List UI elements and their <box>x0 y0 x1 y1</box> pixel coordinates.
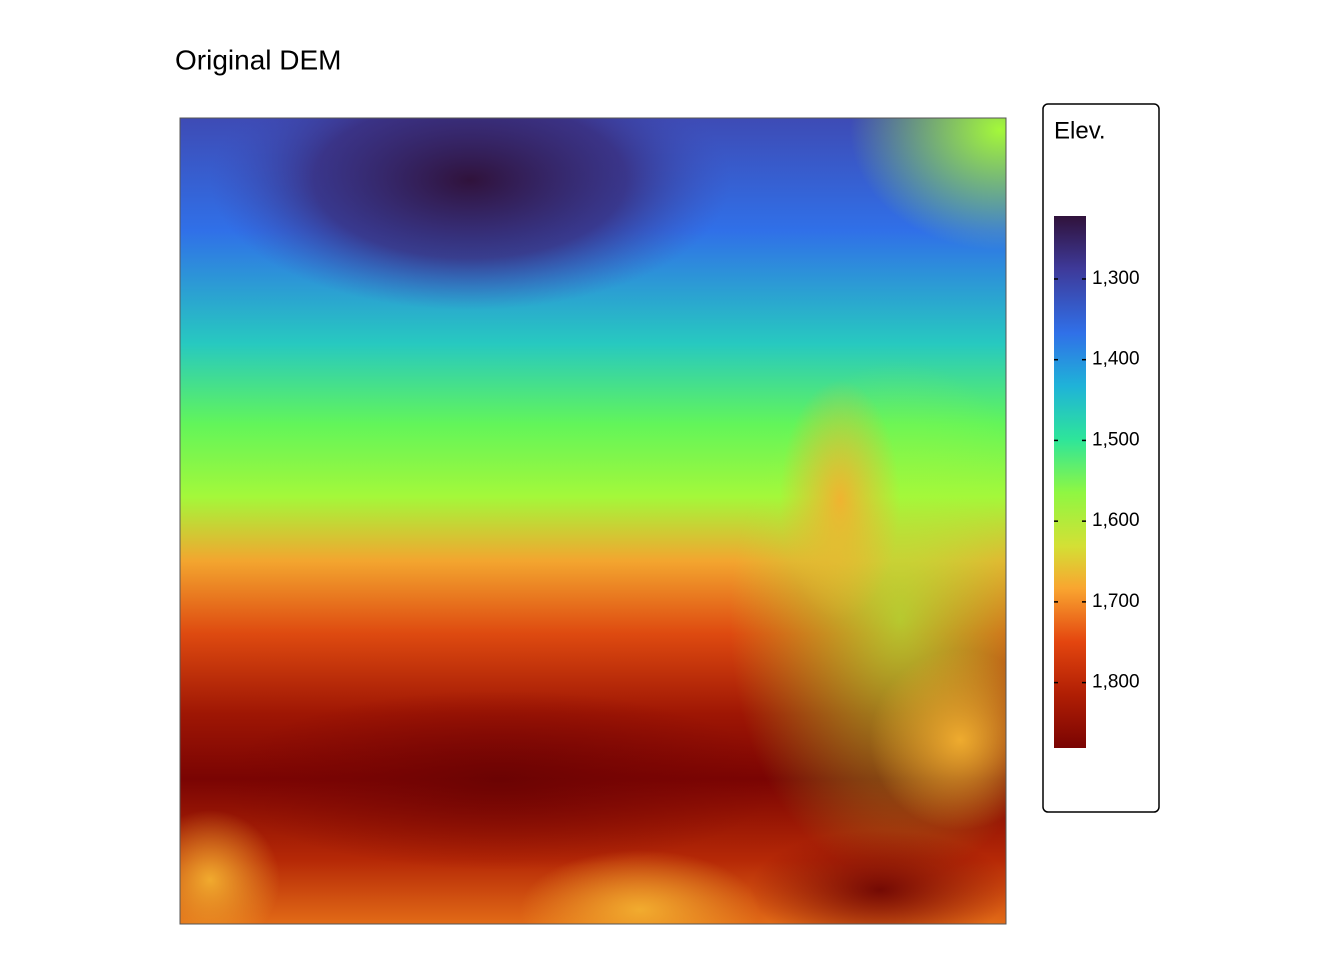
legend-tick-label: 1,500 <box>1092 429 1140 450</box>
legend-tick-label: 1,800 <box>1092 672 1140 693</box>
legend-tick-label: 1,300 <box>1092 268 1140 289</box>
map-frame <box>179 117 1007 925</box>
legend-tick-label: 1,400 <box>1092 349 1140 370</box>
legend-title: Elev. <box>1054 117 1106 144</box>
legend-tick-label: 1,600 <box>1092 510 1140 531</box>
map-title: Original DEM <box>175 44 341 75</box>
elevation-raster <box>180 118 1006 924</box>
legend-tick-label: 1,700 <box>1092 591 1140 612</box>
color-bar <box>1054 216 1086 748</box>
